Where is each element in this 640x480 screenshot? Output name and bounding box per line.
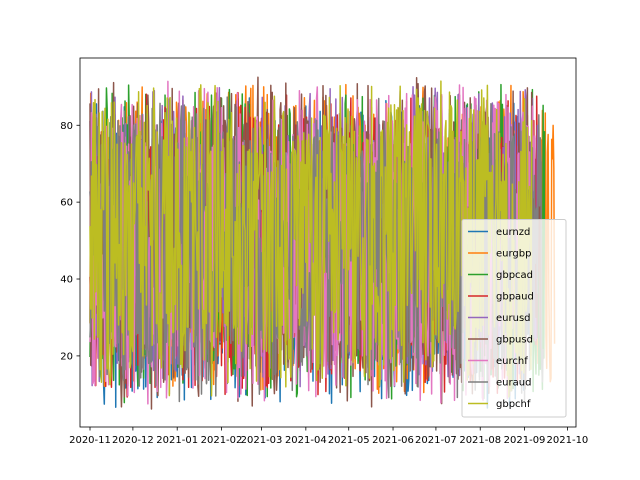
x-tick-label: 2021-01	[156, 435, 198, 446]
x-tick-label: 2021-09	[504, 435, 546, 446]
legend: eurnzd eurgbp gbpcad gbpaud eurusd gbpusd eurc…	[461, 219, 567, 418]
x-tick-label: 2021-04	[285, 435, 327, 446]
plot-frame	[79, 57, 577, 428]
y-tick-label: 20	[60, 351, 73, 362]
x-tick-label: 2021-10	[547, 435, 589, 446]
legend-label-gbpchf: gbpchf	[496, 399, 531, 410]
x-tick-label: 2020-11	[69, 435, 111, 446]
x-tick-label: 2021-02	[201, 435, 243, 446]
legend-label-eurgbp: eurgbp	[496, 249, 531, 260]
x-tick-label: 2021-06	[372, 435, 414, 446]
y-tick-label: 60	[60, 198, 73, 209]
x-tick-label: 2021-07	[415, 435, 457, 446]
legend-label-euraud: euraud	[496, 378, 531, 389]
y-tick-label: 80	[60, 121, 73, 132]
series-line-gbpchf	[89, 80, 533, 398]
legend-label-gbpusd: gbpusd	[496, 335, 533, 346]
x-tick-label: 2021-05	[328, 435, 370, 446]
legend-label-gbpaud: gbpaud	[496, 292, 534, 303]
y-tick-label: 40	[60, 275, 73, 286]
x-tick-label: 2021-03	[241, 435, 283, 446]
legend-label-gbpcad: gbpcad	[496, 270, 533, 281]
legend-label-eurnzd: eurnzd	[496, 227, 530, 238]
legend-label-eurusd: eurusd	[496, 313, 531, 324]
x-tick-label: 2020-12	[112, 435, 154, 446]
legend-box	[461, 219, 567, 418]
legend-label-eurchf: eurchf	[496, 356, 528, 367]
x-tick-label: 2021-08	[459, 435, 501, 446]
series-layer	[89, 76, 556, 410]
